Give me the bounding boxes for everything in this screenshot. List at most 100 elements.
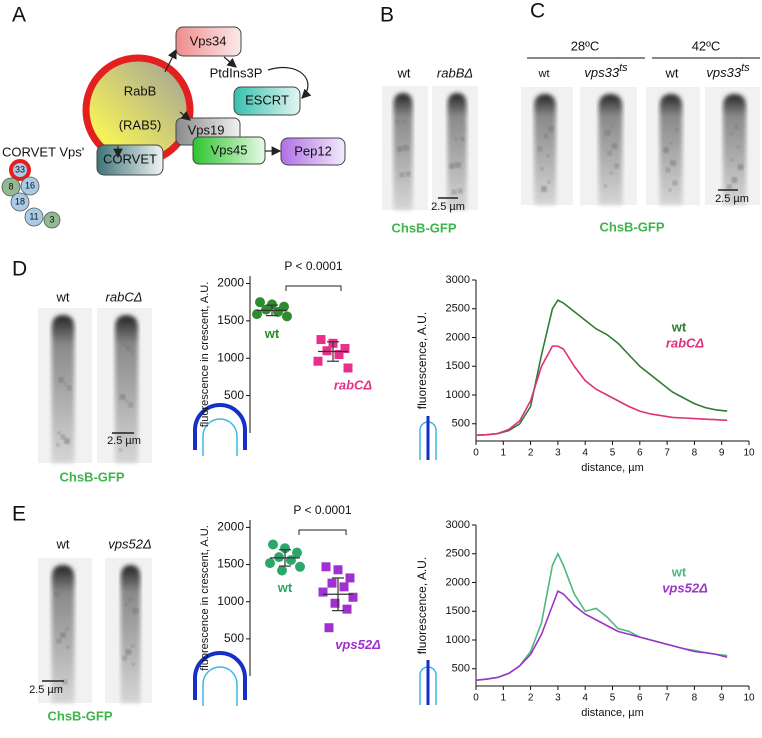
data-point <box>255 297 265 308</box>
hypha <box>598 94 623 205</box>
vesicle <box>668 188 672 192</box>
escrt-box <box>233 86 301 116</box>
strain-label: wt <box>56 289 70 304</box>
panel-label: D <box>12 258 27 281</box>
vesicle <box>130 350 135 354</box>
hypha <box>51 315 75 463</box>
legend-label: wt <box>671 564 687 579</box>
data-point <box>295 561 305 572</box>
data-point <box>334 350 344 359</box>
vesicle <box>402 120 406 124</box>
vesicle <box>610 124 615 128</box>
panel-label: E <box>12 503 26 526</box>
vesicle <box>57 431 61 435</box>
subunit-label: 33 <box>15 164 25 174</box>
vesicle <box>60 632 66 638</box>
series-line <box>475 299 728 437</box>
scale-label: 2.5 µm <box>29 684 63 696</box>
vesicle <box>60 434 66 440</box>
vesicle <box>670 160 676 166</box>
x-tick-label: 6 <box>637 693 643 704</box>
data-point <box>333 565 343 575</box>
y-tick-label: 2500 <box>446 303 470 315</box>
x-tick-label: 0 <box>473 693 479 704</box>
subunit <box>43 211 61 229</box>
y-tick-label: 500 <box>224 388 244 402</box>
scale-label: 2.5 µm <box>107 435 141 447</box>
vesicle <box>675 128 679 132</box>
vesicle <box>604 130 611 136</box>
crescent-icon <box>193 403 247 450</box>
temperature: 42ºC <box>692 38 721 53</box>
vesicle <box>56 638 62 644</box>
data-point <box>322 346 332 356</box>
x-tick-label: 4 <box>582 693 588 704</box>
x-tick-label: 9 <box>719 448 725 459</box>
x-tick-label: 5 <box>610 448 616 459</box>
vesicle <box>603 184 608 188</box>
corvet-label: CORVET Vps' <box>2 144 84 159</box>
vesicle <box>451 189 457 195</box>
y-tick-label: 3000 <box>446 519 470 531</box>
vesicle <box>130 644 135 648</box>
data-point <box>282 311 292 322</box>
vesicle <box>119 394 126 400</box>
subunit-label: 3 <box>49 214 54 224</box>
scale-label: 2.5 µm <box>431 201 465 213</box>
data-point <box>339 582 349 592</box>
subunit-label: 8 <box>8 181 13 191</box>
y-tick-label: 500 <box>224 631 244 645</box>
scale-label: 2.5 µm <box>715 193 749 205</box>
vesicle <box>727 184 732 190</box>
x-tick-label: 2 <box>528 448 534 459</box>
data-point <box>286 555 296 566</box>
caption: ChsB-GFP <box>48 708 113 723</box>
strain-label: vps33ts <box>584 62 628 81</box>
vesicle <box>543 133 549 139</box>
subunit <box>20 176 40 196</box>
data-point <box>265 558 275 569</box>
y-tick-label: 2000 <box>217 520 244 534</box>
vesicle <box>132 608 139 614</box>
vesicle <box>730 158 735 162</box>
significance-bracket <box>298 529 347 535</box>
vesicle <box>128 402 133 408</box>
data-point <box>273 306 283 317</box>
vesicle <box>614 163 619 169</box>
vesicle <box>461 138 465 142</box>
data-point <box>321 562 331 572</box>
vesicle <box>454 137 458 141</box>
vesicle <box>457 188 463 194</box>
data-point <box>324 623 334 633</box>
subunit-label: 18 <box>15 196 25 206</box>
vesicle <box>734 124 739 130</box>
hypha <box>659 94 683 205</box>
strain-name: vps33 <box>706 65 741 80</box>
vesicle <box>540 167 544 171</box>
vesicle <box>397 146 403 152</box>
data-point <box>268 539 278 550</box>
series-line <box>475 345 728 437</box>
vesicle <box>131 662 136 666</box>
vesicle <box>731 177 738 183</box>
series-line <box>475 589 728 682</box>
data-point <box>280 543 290 554</box>
data-point <box>313 356 323 366</box>
x-axis-label: distance, µm <box>581 707 644 719</box>
data-point <box>345 573 355 583</box>
vesicle <box>58 377 64 383</box>
data-point <box>318 587 328 597</box>
x-tick-label: 6 <box>637 448 643 459</box>
y-tick-label: 1000 <box>217 594 244 608</box>
hypha <box>722 94 747 205</box>
vesicle <box>122 655 127 661</box>
panel-label: A <box>12 4 26 27</box>
vesicle <box>63 382 67 386</box>
legend-label: rabCΔ <box>666 335 705 350</box>
vesicle <box>729 132 734 136</box>
strain-label: wt <box>665 65 679 80</box>
x-tick-label: 7 <box>664 693 670 704</box>
hypha-icon <box>202 418 238 456</box>
y-tick-label: 2500 <box>446 548 470 560</box>
caption: ChsB-GFP <box>60 469 125 484</box>
